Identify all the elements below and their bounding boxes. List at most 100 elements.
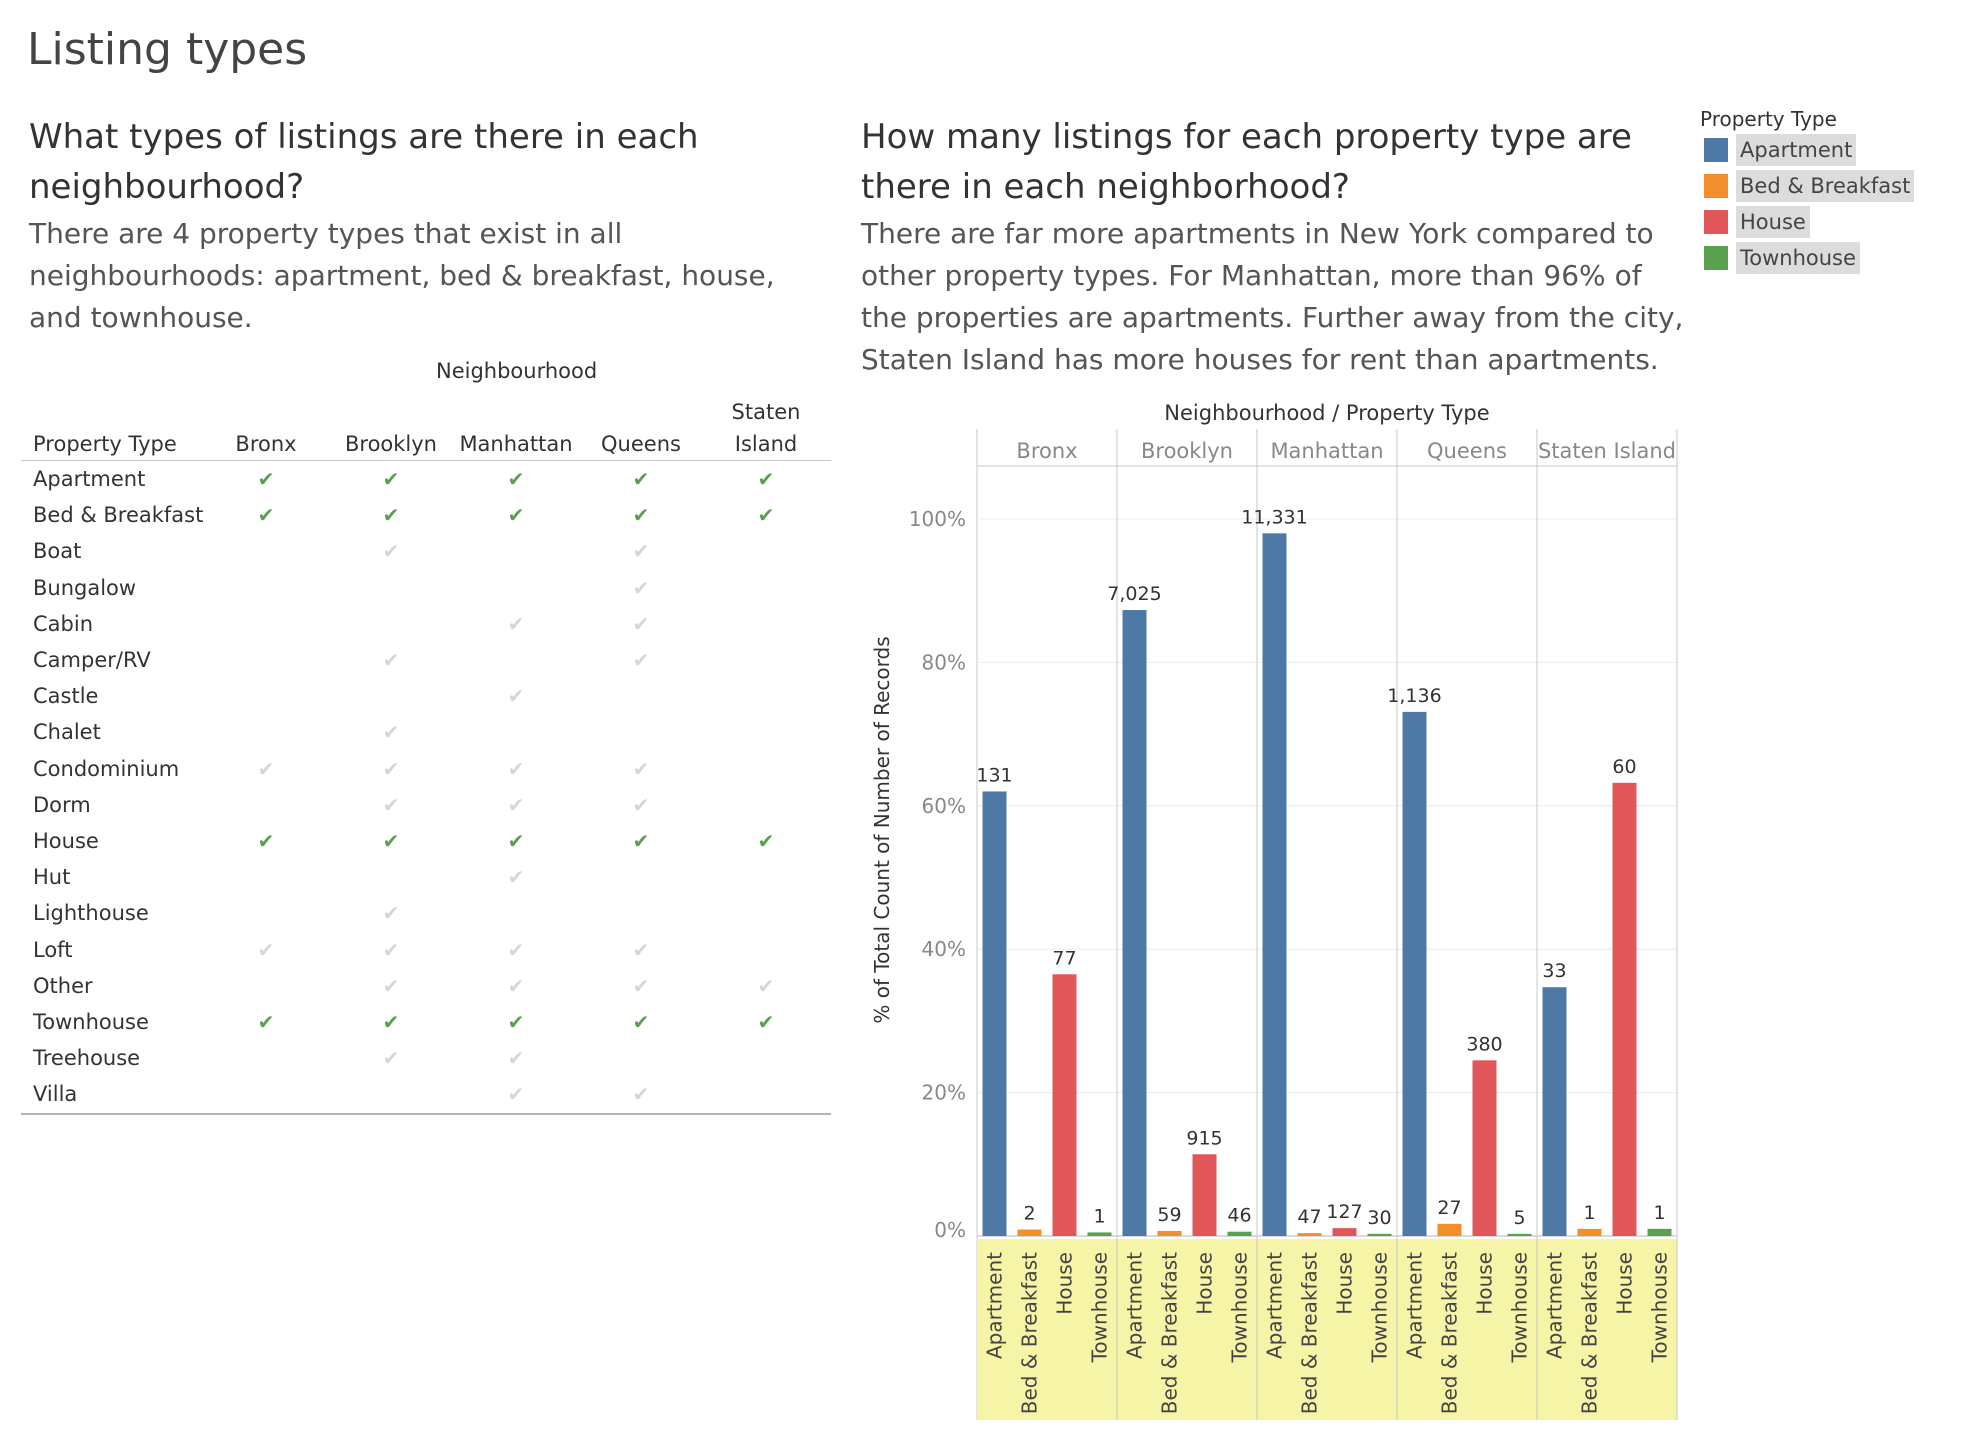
table-row-label: House [33, 829, 99, 853]
check-icon: ✔ [382, 756, 400, 781]
bar-value-label: 59 [1157, 1204, 1181, 1226]
bar [1577, 1228, 1602, 1236]
bar-value-label: 915 [1186, 1127, 1222, 1149]
legend-item-townhouse[interactable]: Townhouse [1700, 240, 1970, 276]
table-row-label: Lighthouse [33, 901, 149, 926]
table-row-label: Bungalow [33, 575, 137, 600]
bar [1402, 711, 1427, 1236]
table-row-label: Apartment [33, 467, 146, 491]
table-neighbourhood-header: Neighbourhood [436, 359, 598, 383]
x-category-label: Apartment [1403, 1252, 1427, 1359]
legend-swatch-house [1704, 210, 1728, 234]
legend-swatch-bed-breakfast [1704, 174, 1728, 198]
check-icon: ✔ [757, 503, 775, 528]
check-icon: ✔ [632, 1010, 650, 1034]
check-icon: ✔ [507, 865, 525, 890]
table-row: Townhouse ✔ ✔ ✔ ✔ ✔ [21, 1004, 831, 1040]
check-icon: ✔ [507, 792, 525, 817]
bar [1437, 1223, 1462, 1236]
left-panel-description: There are 4 property types that exist in… [29, 217, 775, 334]
y-axis-title: % of Total Count of Number of Records [870, 636, 894, 1023]
x-category-label: Bed & Breakfast [1158, 1252, 1182, 1414]
bar-value-label: 60 [1612, 756, 1636, 778]
x-category-label: House [1613, 1252, 1637, 1315]
bar-value-label: 380 [1466, 1033, 1502, 1055]
x-category-label: Townhouse [1368, 1252, 1392, 1363]
table-row-label: Boat [33, 539, 82, 564]
check-icon: ✔ [257, 467, 275, 491]
check-icon: ✔ [507, 611, 525, 636]
bar-value-label: 11,331 [1241, 506, 1307, 528]
x-category-label: Bed & Breakfast [1438, 1252, 1462, 1414]
check-icon: ✔ [382, 829, 400, 853]
check-icon: ✔ [632, 503, 650, 528]
y-tick-label: 60% [922, 794, 966, 818]
bar [1472, 1060, 1497, 1236]
category-label-band [977, 1239, 1677, 1420]
check-icon: ✔ [632, 756, 650, 781]
group-header-label: Brooklyn [1141, 439, 1233, 463]
check-icon: ✔ [507, 503, 525, 528]
property-type-legend: Property Type Apartment Bed & Breakfast … [1700, 106, 1970, 276]
check-icon: ✔ [632, 973, 650, 998]
check-icon: ✔ [382, 1046, 400, 1071]
table-row-label: Treehouse [33, 1046, 141, 1071]
x-category-label: Townhouse [1228, 1252, 1252, 1363]
legend-item-bed-breakfast[interactable]: Bed & Breakfast [1700, 168, 1970, 204]
bar [1052, 974, 1077, 1236]
check-icon: ✔ [257, 937, 275, 962]
check-icon: ✔ [632, 937, 650, 962]
table-header-divider [21, 460, 831, 461]
check-icon: ✔ [257, 829, 275, 853]
x-category-label: House [1333, 1252, 1357, 1315]
table-row-label: Condominium [33, 756, 180, 781]
table-column-header: Staten Island [731, 400, 801, 456]
legend-item-apartment[interactable]: Apartment [1700, 132, 1970, 168]
bar [1157, 1230, 1182, 1236]
check-icon: ✔ [382, 648, 400, 672]
check-icon: ✔ [757, 829, 775, 853]
bar-value-label: 30 [1367, 1207, 1391, 1229]
table-row-label: Cabin [33, 611, 94, 636]
table-row: Condominium ✔ ✔ ✔ ✔ [21, 751, 831, 787]
check-icon: ✔ [507, 1082, 525, 1107]
table-property-type-header: Property Type [33, 432, 177, 456]
y-tick-label: 40% [922, 937, 966, 961]
check-icon: ✔ [257, 1010, 275, 1034]
check-icon: ✔ [257, 503, 275, 528]
check-icon: ✔ [507, 937, 525, 962]
table-row-label: Camper/RV [33, 648, 151, 672]
x-category-label: Apartment [983, 1252, 1007, 1359]
bar [1017, 1229, 1042, 1236]
left-panel-heading: What types of listings are there in each… [29, 117, 699, 207]
table-row: Loft ✔ ✔ ✔ ✔ [21, 932, 831, 968]
table-row-label: Castle [33, 684, 99, 709]
legend-swatch-apartment [1704, 138, 1728, 162]
check-icon: ✔ [632, 792, 650, 817]
table-row-label: Other [33, 973, 93, 998]
bar-value-label: 1 [1093, 1205, 1105, 1227]
check-icon: ✔ [382, 901, 400, 926]
bar [1087, 1232, 1112, 1236]
legend-title: Property Type [1700, 107, 1837, 131]
table-row: Cabin ✔ ✔ [21, 606, 831, 642]
check-icon: ✔ [632, 575, 650, 600]
right-panel-description: There are far more apartments in New Yor… [861, 217, 1684, 376]
check-icon: ✔ [632, 829, 650, 853]
bar [1227, 1231, 1252, 1236]
table-row: Treehouse ✔ ✔ [21, 1040, 831, 1076]
table-row-label: Dorm [33, 792, 91, 817]
bar-value-label: 5 [1513, 1207, 1525, 1229]
x-category-label: House [1473, 1252, 1497, 1315]
right-panel-heading: How many listings for each property type… [861, 117, 1632, 207]
bar-value-label: 131 [976, 764, 1012, 786]
check-icon: ✔ [382, 937, 400, 962]
check-icon: ✔ [382, 720, 400, 745]
table-row-label: Bed & Breakfast [33, 503, 204, 528]
bar-value-label: 1 [1653, 1202, 1665, 1224]
legend-item-house[interactable]: House [1700, 204, 1970, 240]
table-column-header: Brooklyn [344, 432, 437, 456]
group-header-label: Manhattan [1270, 439, 1383, 463]
table-row: Boat ✔ ✔ [21, 533, 831, 569]
